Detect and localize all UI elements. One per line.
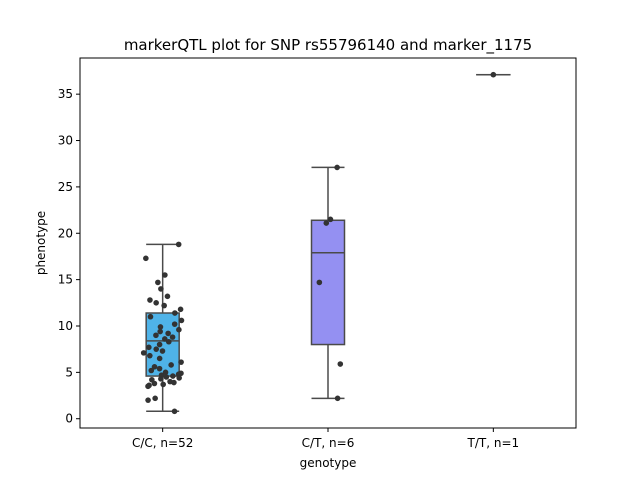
point-0-21 <box>165 338 172 345</box>
point-layer <box>140 71 497 415</box>
point-0-34 <box>162 369 169 376</box>
point-0-44 <box>171 379 177 386</box>
point-0-28 <box>156 355 163 362</box>
point-0-26 <box>140 350 147 356</box>
point-0-15 <box>176 326 182 333</box>
y-tick-label-35: 35 <box>58 87 73 101</box>
point-0-0 <box>175 241 182 248</box>
point-0-20 <box>161 336 168 342</box>
point-0-8 <box>161 302 167 309</box>
point-0-32 <box>156 365 163 372</box>
y-axis: 0 5 10 15 20 25 30 35 <box>58 87 80 426</box>
point-0-38 <box>170 373 176 379</box>
point-0-18 <box>153 332 159 339</box>
point-0-3 <box>155 279 161 286</box>
point-0-51 <box>171 408 178 415</box>
point-0-45 <box>151 380 158 387</box>
box-layer <box>145 73 511 413</box>
point-0-46 <box>160 381 166 388</box>
y-tick-label-15: 15 <box>58 273 73 287</box>
point-0-29 <box>178 359 184 365</box>
point-0-7 <box>153 300 159 306</box>
point-0-6 <box>147 297 153 303</box>
y-axis-label: phenotype <box>34 211 48 275</box>
point-1-0 <box>334 164 340 171</box>
x-tick-label-1: C/T, n=6 <box>302 436 355 450</box>
y-tick-label-0: 0 <box>65 412 73 426</box>
point-0-27 <box>147 352 153 359</box>
point-1-4 <box>337 361 344 367</box>
point-0-24 <box>153 346 160 352</box>
point-0-12 <box>178 317 185 324</box>
point-0-5 <box>164 293 171 300</box>
point-0-31 <box>151 363 158 370</box>
point-0-4 <box>158 286 164 292</box>
point-0-16 <box>157 328 163 335</box>
point-0-48 <box>145 383 151 390</box>
point-0-10 <box>172 310 178 316</box>
x-tick-label-2: T/T, n=1 <box>467 436 520 450</box>
point-0-39 <box>163 374 170 380</box>
x-tick-label-0: C/C, n=52 <box>132 436 193 450</box>
point-0-25 <box>159 348 166 354</box>
point-2-0 <box>490 71 497 78</box>
point-1-1 <box>327 216 334 223</box>
point-0-33 <box>148 367 155 374</box>
point-0-30 <box>168 362 174 368</box>
point-0-23 <box>146 344 152 351</box>
point-1-3 <box>316 279 323 286</box>
point-0-49 <box>152 395 158 402</box>
point-0-14 <box>157 324 164 330</box>
point-0-17 <box>165 330 171 337</box>
x-axis-label: genotype <box>300 456 357 470</box>
point-1-5 <box>334 395 341 402</box>
point-0-41 <box>158 376 164 382</box>
point-1-2 <box>323 220 330 226</box>
y-tick-label-10: 10 <box>58 319 73 333</box>
y-tick-label-5: 5 <box>65 365 73 379</box>
point-0-19 <box>169 334 176 340</box>
chart-title: markerQTL plot for SNP rs55796140 and ma… <box>124 36 532 55</box>
point-0-11 <box>147 313 154 320</box>
point-0-50 <box>145 397 151 403</box>
x-axis: C/C, n=52 C/T, n=6 T/T, n=1 <box>132 428 519 450</box>
point-0-9 <box>177 306 184 313</box>
point-0-40 <box>176 375 182 381</box>
y-tick-label-30: 30 <box>58 134 73 148</box>
iqr-box-1 <box>310 219 346 346</box>
point-0-22 <box>156 341 163 348</box>
point-0-2 <box>162 272 168 278</box>
point-0-1 <box>143 255 149 262</box>
y-tick-label-20: 20 <box>58 226 73 240</box>
y-tick-label-25: 25 <box>58 180 73 194</box>
point-0-13 <box>171 321 178 327</box>
